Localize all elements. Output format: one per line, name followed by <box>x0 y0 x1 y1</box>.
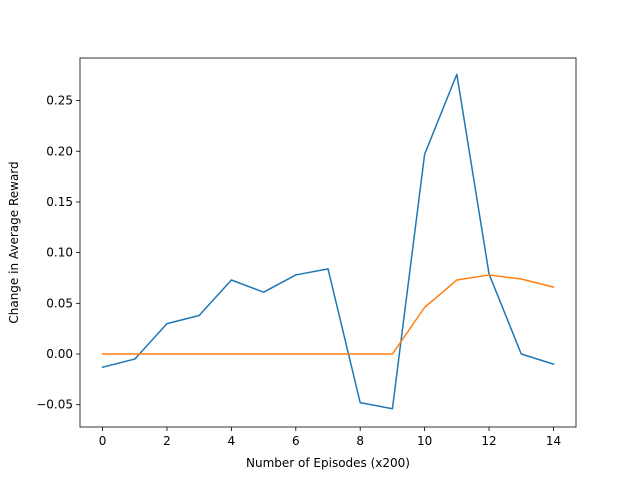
plot-frame <box>79 57 577 428</box>
x-tick-label: 8 <box>356 434 364 448</box>
y-tick-label: 0.25 <box>46 94 73 108</box>
x-axis-ticks: 0 2 4 6 8 10 12 14 <box>99 427 561 448</box>
x-tick-label: 12 <box>481 434 496 448</box>
x-tick-label: 6 <box>292 434 300 448</box>
x-tick-label: 10 <box>417 434 432 448</box>
series-layer <box>101 73 555 410</box>
y-axis-label: Change in Average Reward <box>7 161 21 323</box>
y-tick-label: 0.10 <box>46 246 73 260</box>
x-tick-label: 2 <box>163 434 171 448</box>
plot-area <box>80 58 576 427</box>
y-tick-label: 0.20 <box>46 144 73 158</box>
y-tick-label: 0.05 <box>46 296 73 310</box>
series-2-line <box>101 274 555 355</box>
x-tick-label: 0 <box>99 434 107 448</box>
x-tick-label: 4 <box>228 434 236 448</box>
y-tick-label: −0.05 <box>36 398 73 412</box>
y-axis-ticks: −0.05 0.00 0.05 0.10 0.15 0.20 0.25 <box>36 94 80 412</box>
y-tick-label: 0.00 <box>46 347 73 361</box>
x-axis-label: Number of Episodes (x200) <box>246 456 410 470</box>
series-1-line <box>101 73 555 410</box>
x-tick-label: 14 <box>546 434 561 448</box>
y-tick-label: 0.15 <box>46 195 73 209</box>
